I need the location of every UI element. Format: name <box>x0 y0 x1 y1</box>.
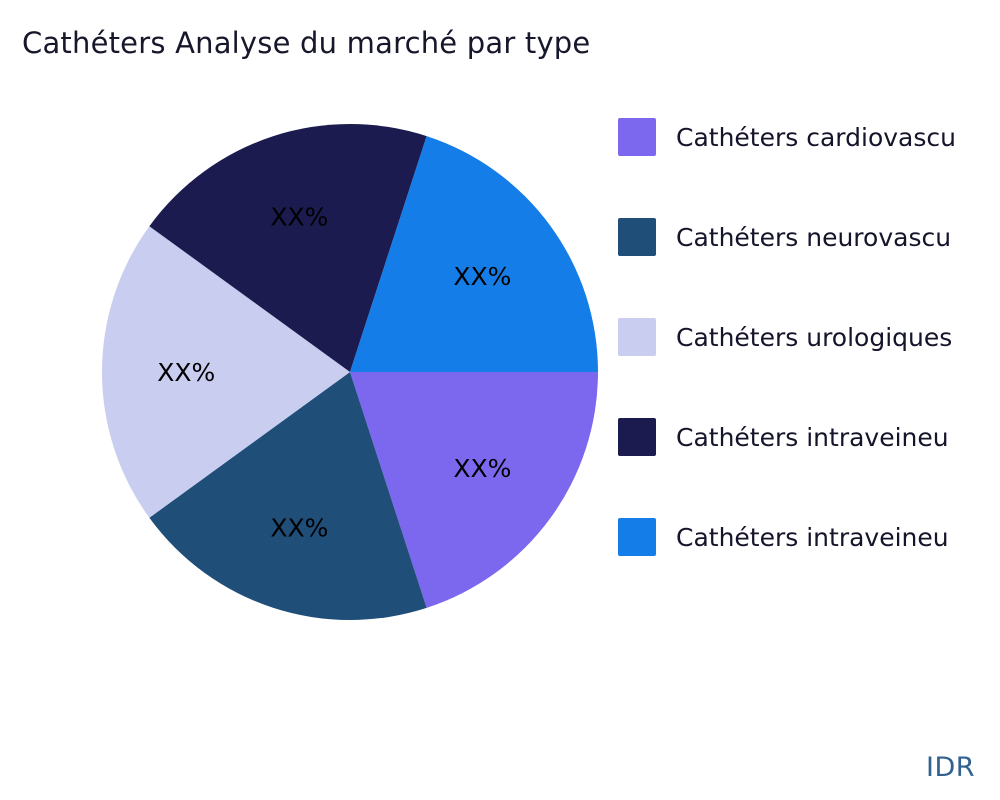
pie-slice-label-4: XX% <box>453 262 511 291</box>
pie-slice-label-1: XX% <box>270 514 328 543</box>
legend-label: Cathéters neurovascu <box>676 222 952 252</box>
chart-title: Cathéters Analyse du marché par type <box>22 26 591 60</box>
legend-item: Cathéters intraveineu <box>618 518 956 556</box>
pie-slice-label-3: XX% <box>270 202 328 231</box>
pie-slice-1 <box>149 372 427 621</box>
legend-item: Cathéters intraveineu <box>618 418 956 456</box>
pie-chart: XX% XX% XX% XX% XX% <box>101 123 598 621</box>
pie-slice-label-0: XX% <box>453 454 511 483</box>
legend-label: Cathéters intraveineu <box>676 422 949 452</box>
legend-swatch-intravenous-1 <box>618 418 656 456</box>
pie-slice-label-2: XX% <box>157 358 215 387</box>
pie-slice-2 <box>101 226 350 518</box>
legend-swatch-intravenous-2 <box>618 518 656 556</box>
legend-swatch-urological <box>618 318 656 356</box>
legend-label: Cathéters intraveineu <box>676 522 949 552</box>
legend-swatch-neurovascular <box>618 218 656 256</box>
legend-item: Cathéters urologiques <box>618 318 956 356</box>
watermark-idr: IDR <box>926 752 976 783</box>
legend-item: Cathéters neurovascu <box>618 218 956 256</box>
pie-slice-3 <box>149 123 427 373</box>
pie-slice-0 <box>350 372 598 608</box>
pie-slice-4 <box>350 136 598 372</box>
legend-label: Cathéters urologiques <box>676 322 953 352</box>
legend-swatch-cardiovascular <box>618 118 656 156</box>
legend-label: Cathéters cardiovascu <box>676 122 956 152</box>
legend-item: Cathéters cardiovascu <box>618 118 956 156</box>
legend: Cathéters cardiovascu Cathéters neurovas… <box>618 118 956 556</box>
